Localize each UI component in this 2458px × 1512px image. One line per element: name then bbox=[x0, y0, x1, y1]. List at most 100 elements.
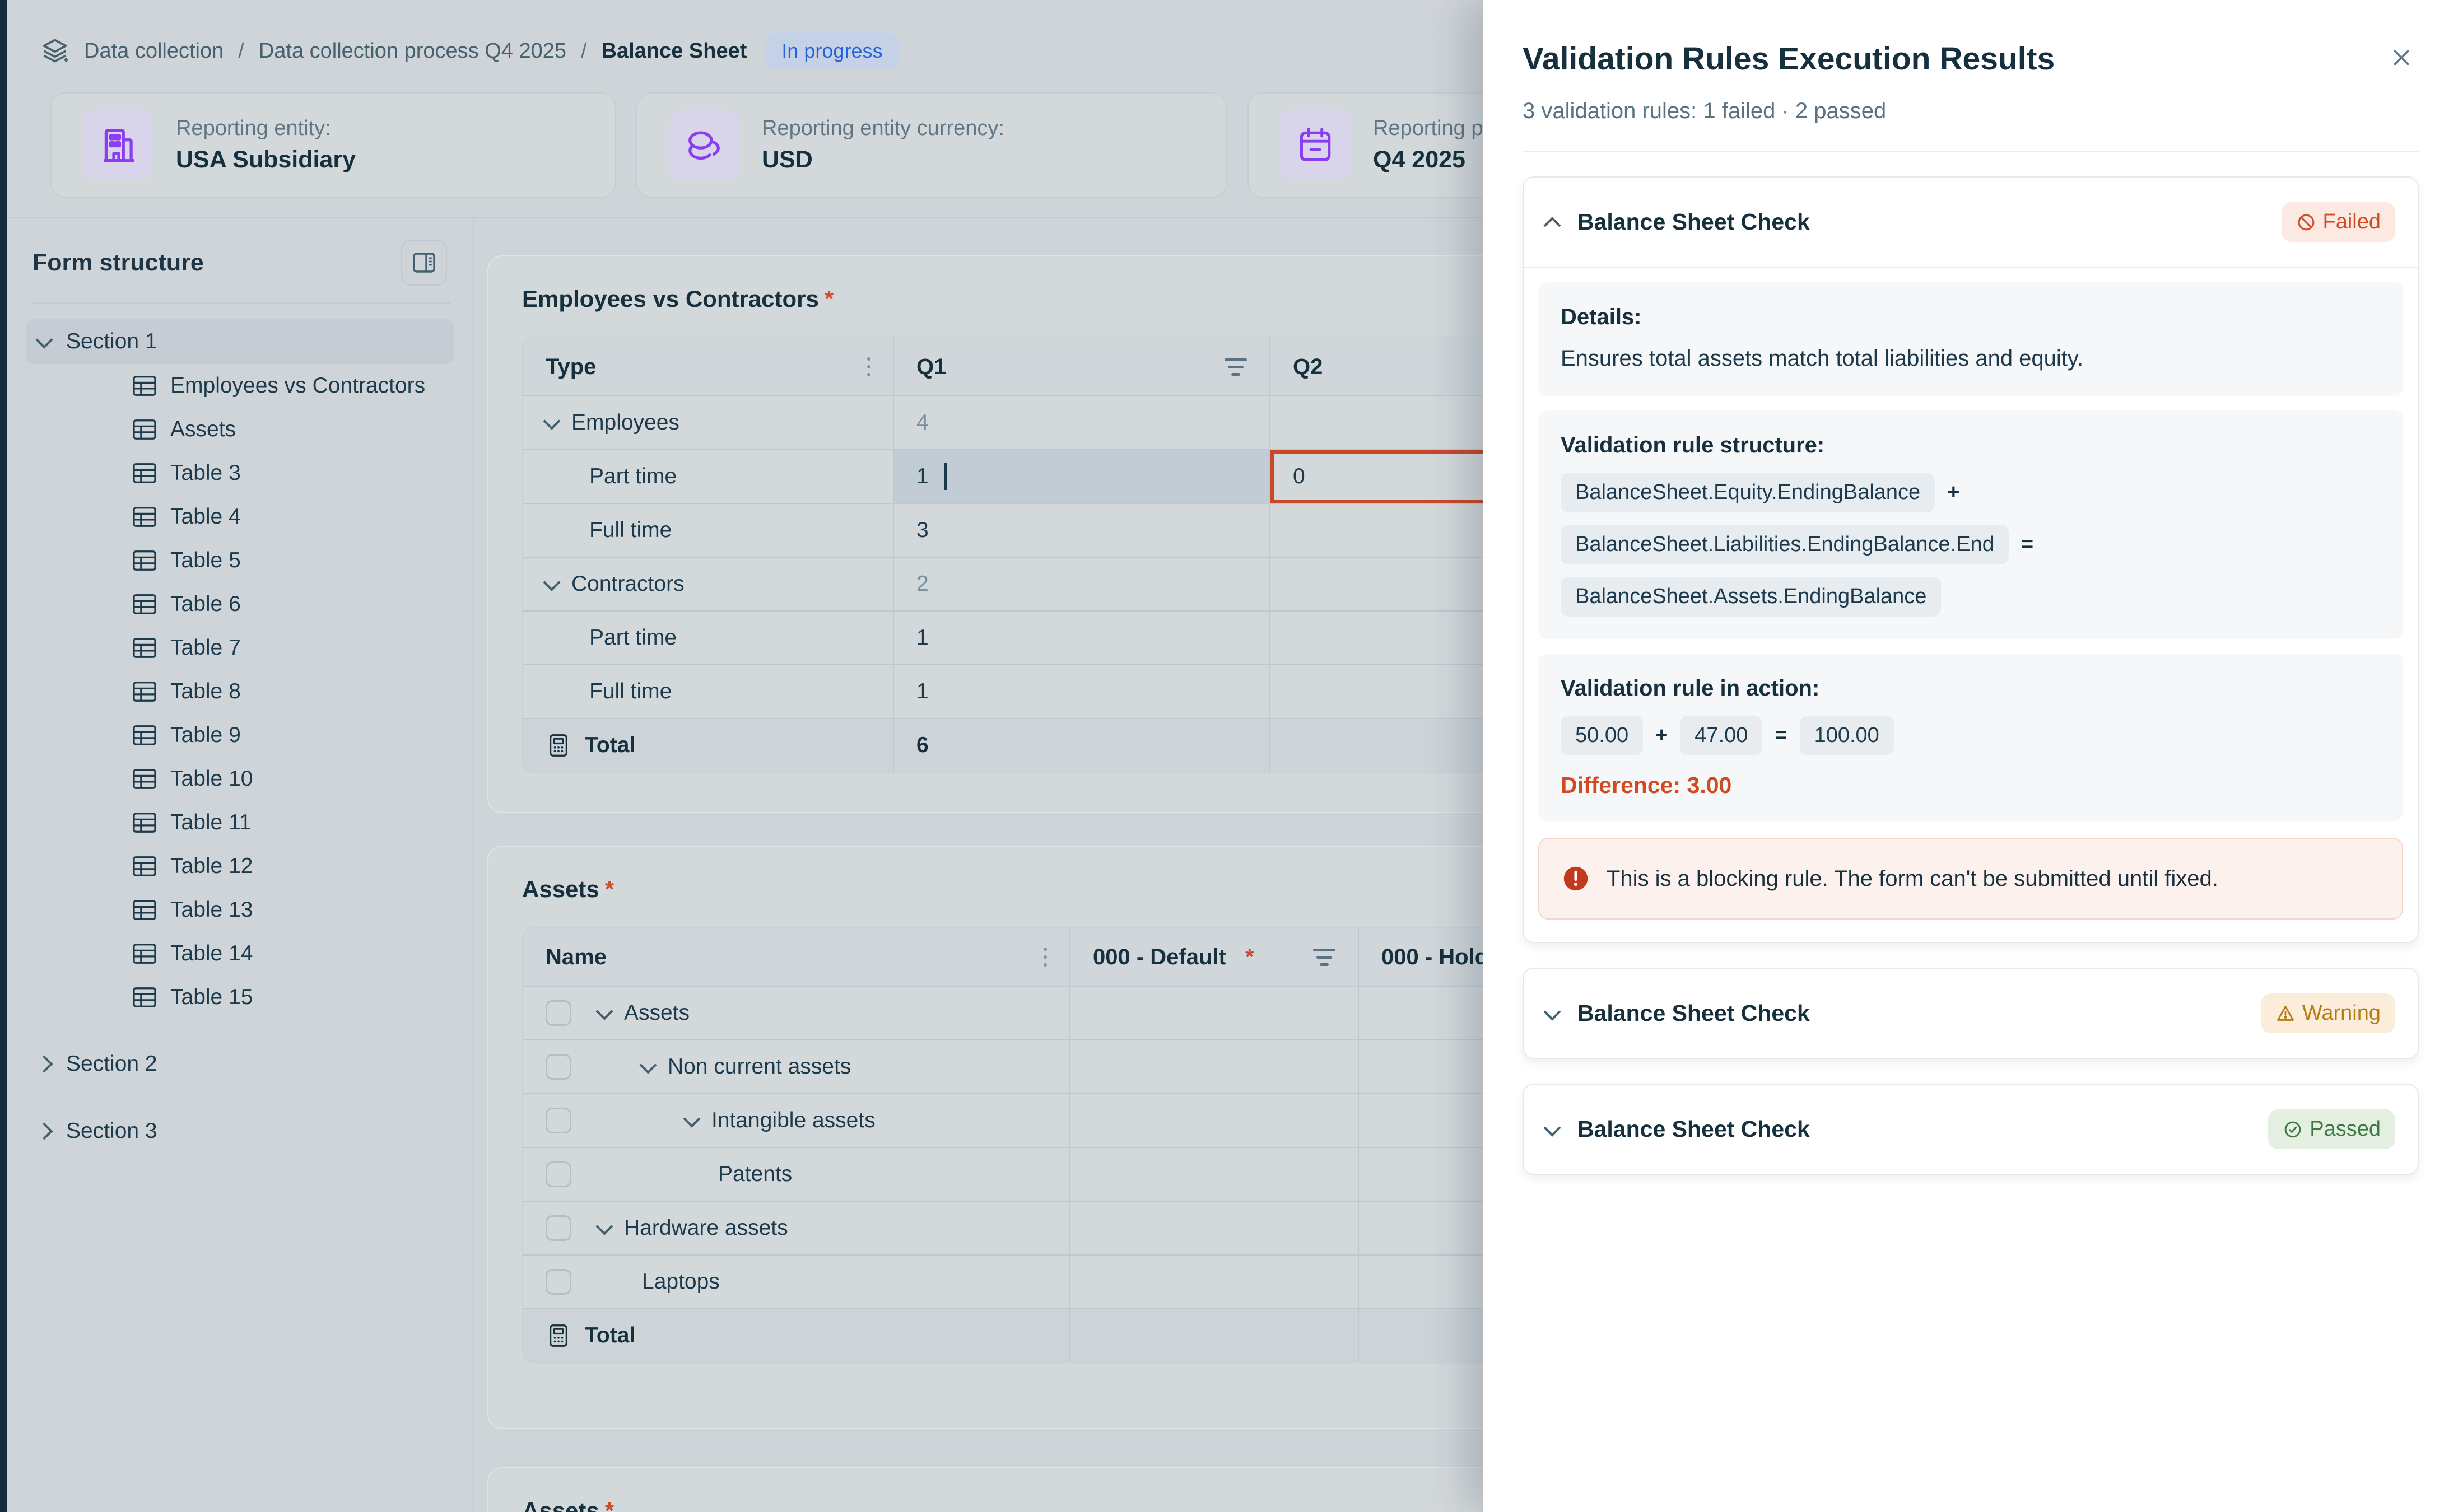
q1-cell[interactable]: 4 bbox=[893, 396, 1269, 449]
tree-section-2[interactable]: Section 2 bbox=[26, 1042, 454, 1086]
chevron-down-icon[interactable] bbox=[683, 1110, 701, 1128]
tree-item-employees-vs-contractors[interactable]: Employees vs Contractors bbox=[26, 364, 454, 408]
q1-cell[interactable]: 2 bbox=[893, 558, 1269, 610]
row-label-cell[interactable]: Part time bbox=[589, 464, 677, 488]
tree-item-table-7[interactable]: Table 7 bbox=[26, 626, 454, 670]
row-label-cell[interactable]: Part time bbox=[589, 626, 677, 650]
tree-item-label: Table 7 bbox=[170, 636, 241, 660]
value-cell[interactable] bbox=[1069, 1094, 1358, 1147]
row-label-cell[interactable]: Patents bbox=[523, 1148, 1069, 1201]
q1-cell[interactable]: 1 bbox=[893, 665, 1269, 718]
row-label-cell[interactable]: Non current assets bbox=[523, 1040, 1069, 1093]
row-label-cell[interactable]: Intangible assets bbox=[523, 1094, 1069, 1147]
row-checkbox[interactable] bbox=[546, 1108, 571, 1133]
filter-icon[interactable] bbox=[1225, 358, 1247, 376]
chevron-down-icon bbox=[1543, 1003, 1561, 1021]
rule-header[interactable]: Balance Sheet Check Failed bbox=[1524, 178, 2418, 267]
breadcrumb-item-process[interactable]: Data collection process Q4 2025 bbox=[258, 39, 567, 63]
panel-divider bbox=[1523, 151, 2419, 152]
row-label-cell[interactable]: Hardware assets bbox=[523, 1202, 1069, 1254]
row-checkbox[interactable] bbox=[546, 1161, 571, 1187]
alert-circle-icon bbox=[1562, 865, 1590, 893]
close-icon[interactable] bbox=[2384, 40, 2419, 75]
tree-item-table-12[interactable]: Table 12 bbox=[26, 844, 454, 888]
tree-section-3[interactable]: Section 3 bbox=[26, 1109, 454, 1154]
chevron-down-icon[interactable] bbox=[543, 412, 561, 430]
breadcrumb: Data collection / Data collection proces… bbox=[40, 32, 900, 69]
tree-item-table-15[interactable]: Table 15 bbox=[26, 976, 454, 1019]
tree-section-label: Section 2 bbox=[66, 1052, 157, 1076]
row-label-cell[interactable]: Assets bbox=[523, 987, 1069, 1039]
column-header-default[interactable]: 000 - Default * bbox=[1069, 928, 1358, 986]
value-cell[interactable] bbox=[1358, 1148, 1877, 1201]
q2-cell[interactable] bbox=[1269, 612, 1877, 664]
value-cell[interactable] bbox=[1069, 1148, 1358, 1201]
filter-icon[interactable] bbox=[1313, 948, 1335, 966]
q2-cell[interactable] bbox=[1269, 504, 1877, 557]
rule-structure-expression: BalanceSheet.Equity.EndingBalance + Bala… bbox=[1561, 473, 2381, 617]
value-cell[interactable] bbox=[1069, 1256, 1358, 1308]
required-asterisk: * bbox=[604, 876, 614, 902]
breadcrumb-item-data-collection[interactable]: Data collection bbox=[84, 39, 224, 63]
tree-item-table-5[interactable]: Table 5 bbox=[26, 539, 454, 582]
rule-name: Balance Sheet Check bbox=[1577, 1116, 1810, 1142]
value-cell[interactable] bbox=[1358, 987, 1877, 1039]
collapse-sidebar-button[interactable] bbox=[401, 240, 447, 286]
tree-item-table-8[interactable]: Table 8 bbox=[26, 670, 454, 713]
kebab-menu-icon[interactable] bbox=[867, 357, 870, 376]
tree-item-table-13[interactable]: Table 13 bbox=[26, 888, 454, 932]
value-cell[interactable] bbox=[1358, 1040, 1877, 1093]
value-cell[interactable] bbox=[1069, 987, 1358, 1039]
chevron-up-icon bbox=[1543, 216, 1561, 234]
row-label-cell[interactable]: Laptops bbox=[523, 1256, 1069, 1308]
tree-item-assets[interactable]: Assets bbox=[26, 408, 454, 451]
building-icon bbox=[83, 110, 153, 180]
column-header-name[interactable]: Name bbox=[523, 928, 1069, 986]
total-cell bbox=[1069, 1309, 1358, 1362]
row-checkbox[interactable] bbox=[546, 1000, 571, 1026]
row-label-cell[interactable]: Employees bbox=[523, 396, 893, 449]
q2-cell[interactable] bbox=[1269, 665, 1877, 718]
q2-cell[interactable] bbox=[1269, 396, 1877, 449]
value-cell[interactable] bbox=[1069, 1040, 1358, 1093]
row-label-cell[interactable]: Full time bbox=[589, 518, 672, 542]
column-header-type[interactable]: Type bbox=[523, 338, 893, 395]
chevron-down-icon[interactable] bbox=[595, 1002, 613, 1020]
total-cell bbox=[1358, 1309, 1877, 1362]
column-header-q1[interactable]: Q1 bbox=[893, 338, 1269, 395]
tree-item-table-4[interactable]: Table 4 bbox=[26, 495, 454, 539]
warning-badge: Warning bbox=[2260, 993, 2395, 1033]
chevron-down-icon[interactable] bbox=[543, 573, 561, 591]
tree-item-table-10[interactable]: Table 10 bbox=[26, 757, 454, 801]
tree-item-table-11[interactable]: Table 11 bbox=[26, 801, 454, 844]
q2-cell[interactable] bbox=[1269, 558, 1877, 610]
tree-item-table-6[interactable]: Table 6 bbox=[26, 582, 454, 626]
tree-item-table-9[interactable]: Table 9 bbox=[26, 713, 454, 757]
plus-operator: + bbox=[1947, 480, 1960, 504]
row-checkbox[interactable] bbox=[546, 1269, 571, 1295]
q1-cell-editing[interactable]: 1 bbox=[893, 450, 1269, 503]
table-icon bbox=[132, 419, 157, 440]
q2-cell-error[interactable]: 0 bbox=[1269, 450, 1877, 503]
q1-cell[interactable]: 3 bbox=[893, 504, 1269, 557]
row-checkbox[interactable] bbox=[546, 1215, 571, 1241]
row-label-cell[interactable]: Full time bbox=[589, 679, 672, 703]
tree-section-1[interactable]: Section 1 bbox=[26, 319, 454, 364]
table-icon bbox=[132, 812, 157, 833]
value-cell[interactable] bbox=[1358, 1202, 1877, 1254]
q1-cell[interactable]: 1 bbox=[893, 612, 1269, 664]
value-cell[interactable] bbox=[1358, 1256, 1877, 1308]
tree-item-table-3[interactable]: Table 3 bbox=[26, 451, 454, 495]
rule-header[interactable]: Balance Sheet Check Warning bbox=[1524, 969, 2418, 1058]
value-cell[interactable] bbox=[1358, 1094, 1877, 1147]
tree-item-table-14[interactable]: Table 14 bbox=[26, 932, 454, 976]
chevron-down-icon[interactable] bbox=[595, 1217, 613, 1235]
value-cell[interactable] bbox=[1069, 1202, 1358, 1254]
table-row: Part time 1 bbox=[523, 610, 1877, 664]
chevron-down-icon[interactable] bbox=[639, 1056, 657, 1074]
row-label-cell[interactable]: Contractors bbox=[523, 558, 893, 610]
kebab-menu-icon[interactable] bbox=[1044, 948, 1047, 967]
row-checkbox[interactable] bbox=[546, 1054, 571, 1080]
rule-header[interactable]: Balance Sheet Check Passed bbox=[1524, 1085, 2418, 1174]
equals-operator: = bbox=[2021, 533, 2034, 556]
